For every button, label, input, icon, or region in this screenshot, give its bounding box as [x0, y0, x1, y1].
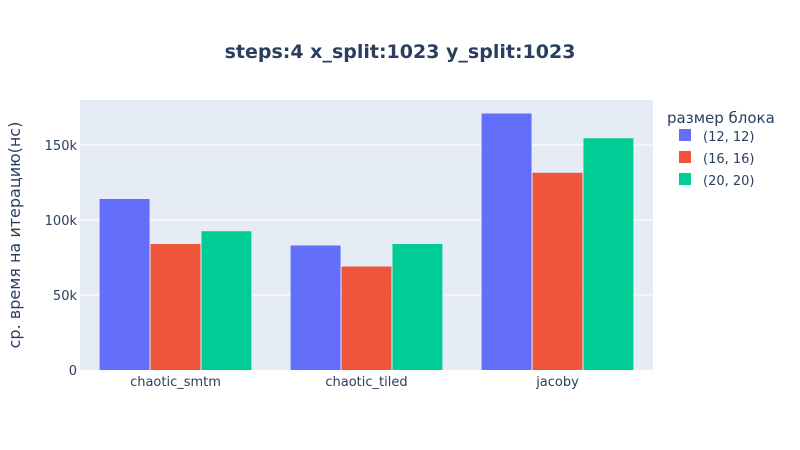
legend-swatch [679, 151, 691, 163]
y-axis-ticks: 0 50k 100k 150k [45, 139, 78, 379]
bar-chaotic_smtm-12-12[interactable] [99, 199, 150, 370]
x-tick-label: jacoby [535, 375, 579, 390]
bar-chaotic_smtm-16-16[interactable] [150, 244, 201, 370]
bar-jacoby-20-20[interactable] [583, 138, 634, 370]
y-tick-label: 0 [69, 364, 77, 379]
bar-chaotic_tiled-12-12[interactable] [290, 245, 341, 371]
bar-chaotic_tiled-20-20[interactable] [392, 244, 443, 370]
y-tick-label: 50k [53, 289, 78, 304]
bar-jacoby-16-16[interactable] [532, 172, 583, 370]
x-tick-label: chaotic_tiled [325, 375, 407, 390]
legend-swatch [679, 173, 691, 185]
bar-chaotic_tiled-16-16[interactable] [341, 266, 392, 371]
bar-chaotic_smtm-20-20[interactable] [201, 231, 252, 370]
legend-item-label[interactable]: (20, 20) [703, 174, 755, 189]
chart-title: steps:4 x_split:1023 y_split:1023 [225, 41, 576, 63]
y-axis-title: ср. время на итерацию(нс) [5, 122, 24, 349]
legend-swatch [679, 129, 691, 141]
legend-title: размер блока [667, 109, 775, 127]
x-tick-label: chaotic_smtm [130, 375, 221, 390]
legend-item-label[interactable]: (16, 16) [703, 152, 755, 167]
legend-item-label[interactable]: (12, 12) [703, 130, 755, 145]
bar-jacoby-12-12[interactable] [481, 113, 532, 371]
legend[interactable]: размер блока (12, 12) (16, 16) (20, 20) [667, 109, 775, 189]
y-tick-label: 150k [45, 139, 78, 154]
bars-group [99, 113, 634, 371]
y-tick-label: 100k [45, 214, 78, 229]
x-axis-ticks: chaotic_smtm chaotic_tiled jacoby [130, 375, 579, 390]
